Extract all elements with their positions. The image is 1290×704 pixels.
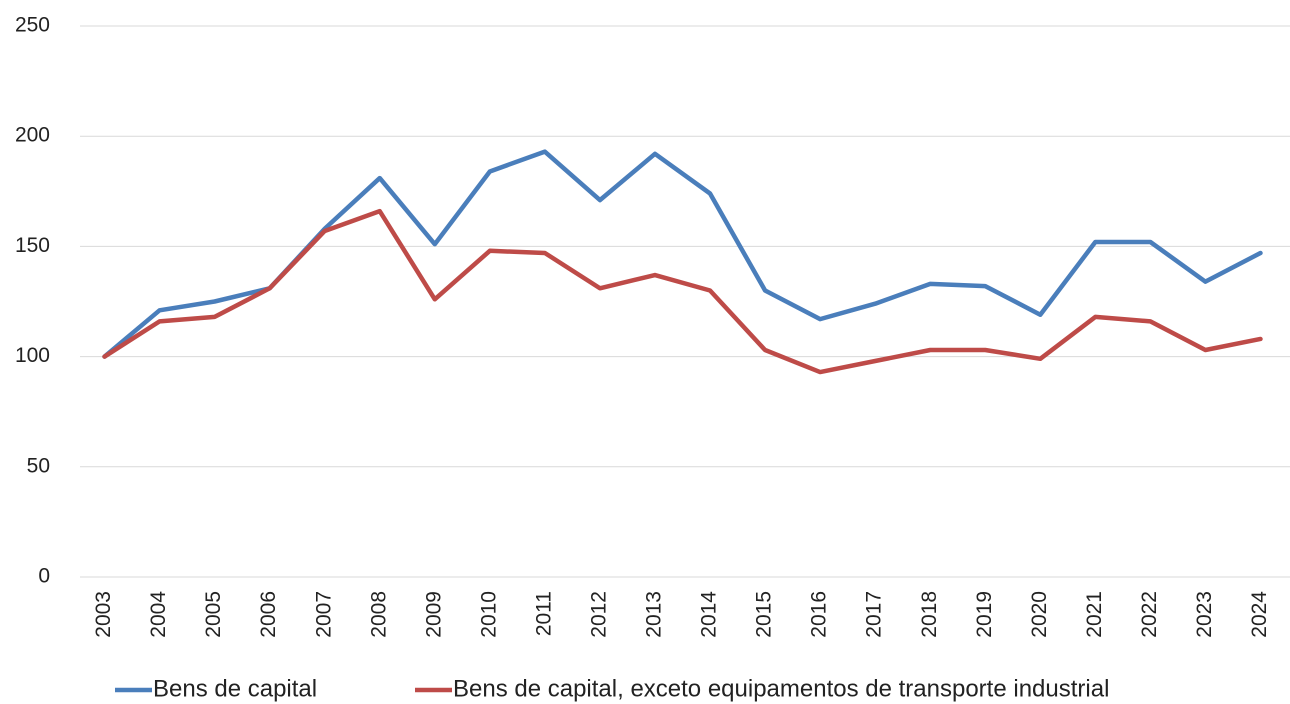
- x-tick-label: 2015: [753, 591, 776, 638]
- y-tick-label: 50: [27, 454, 50, 477]
- x-tick-label: 2011: [532, 591, 555, 636]
- x-tick-label: 2021: [1083, 591, 1106, 638]
- x-tick-label: 2013: [643, 591, 666, 638]
- y-tick-label: 0: [38, 565, 50, 588]
- series-line: [102, 208, 1263, 375]
- x-tick-label: 2018: [918, 591, 941, 638]
- x-tick-label: 2006: [257, 591, 280, 638]
- x-tick-label: 2024: [1248, 591, 1271, 638]
- x-tick-label: 2008: [367, 591, 390, 638]
- x-tick-label: 2020: [1028, 591, 1051, 638]
- x-tick-label: 2012: [587, 591, 610, 638]
- y-tick-label: 250: [15, 14, 50, 37]
- y-tick-label: 200: [15, 124, 50, 147]
- x-tick-label: 2005: [202, 591, 225, 638]
- x-tick-label: 2009: [422, 591, 445, 638]
- y-tick-label: 100: [15, 344, 50, 367]
- x-tick-label: 2017: [863, 591, 886, 638]
- x-tick-label: 2022: [1138, 591, 1161, 638]
- y-tick-label: 150: [15, 234, 50, 257]
- legend-text: Bens de capital: [153, 675, 317, 702]
- x-tick-label: 2004: [147, 591, 170, 638]
- x-tick-label: 2007: [312, 591, 335, 638]
- x-tick-label: 2014: [698, 591, 721, 638]
- legend-text: Bens de capital, exceto equipamentos de …: [453, 675, 1109, 702]
- x-tick-label: 2023: [1193, 591, 1216, 638]
- x-tick-label: 2016: [808, 591, 831, 638]
- x-tick-label: 2003: [92, 591, 115, 638]
- x-tick-label: 2019: [973, 591, 996, 638]
- x-tick-label: 2010: [477, 591, 500, 638]
